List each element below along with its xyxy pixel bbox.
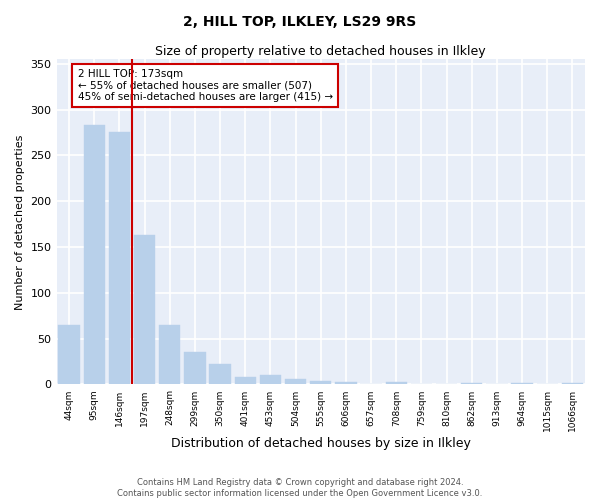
Bar <box>83 125 105 384</box>
Bar <box>109 132 130 384</box>
Title: Size of property relative to detached houses in Ilkley: Size of property relative to detached ho… <box>155 45 486 58</box>
Bar <box>310 381 331 384</box>
Bar <box>461 382 482 384</box>
Text: 2 HILL TOP: 173sqm
← 55% of detached houses are smaller (507)
45% of semi-detach: 2 HILL TOP: 173sqm ← 55% of detached hou… <box>77 69 333 102</box>
Bar <box>562 382 583 384</box>
Bar <box>184 352 206 384</box>
X-axis label: Distribution of detached houses by size in Ilkley: Distribution of detached houses by size … <box>171 437 471 450</box>
Bar <box>235 377 256 384</box>
Text: Contains HM Land Registry data © Crown copyright and database right 2024.
Contai: Contains HM Land Registry data © Crown c… <box>118 478 482 498</box>
Bar <box>386 382 407 384</box>
Y-axis label: Number of detached properties: Number of detached properties <box>15 134 25 310</box>
Bar <box>285 379 307 384</box>
Bar <box>58 325 80 384</box>
Bar <box>260 376 281 384</box>
Bar <box>511 382 533 384</box>
Text: 2, HILL TOP, ILKLEY, LS29 9RS: 2, HILL TOP, ILKLEY, LS29 9RS <box>184 15 416 29</box>
Bar <box>209 364 231 384</box>
Bar <box>335 382 356 384</box>
Bar <box>134 235 155 384</box>
Bar <box>159 325 181 384</box>
